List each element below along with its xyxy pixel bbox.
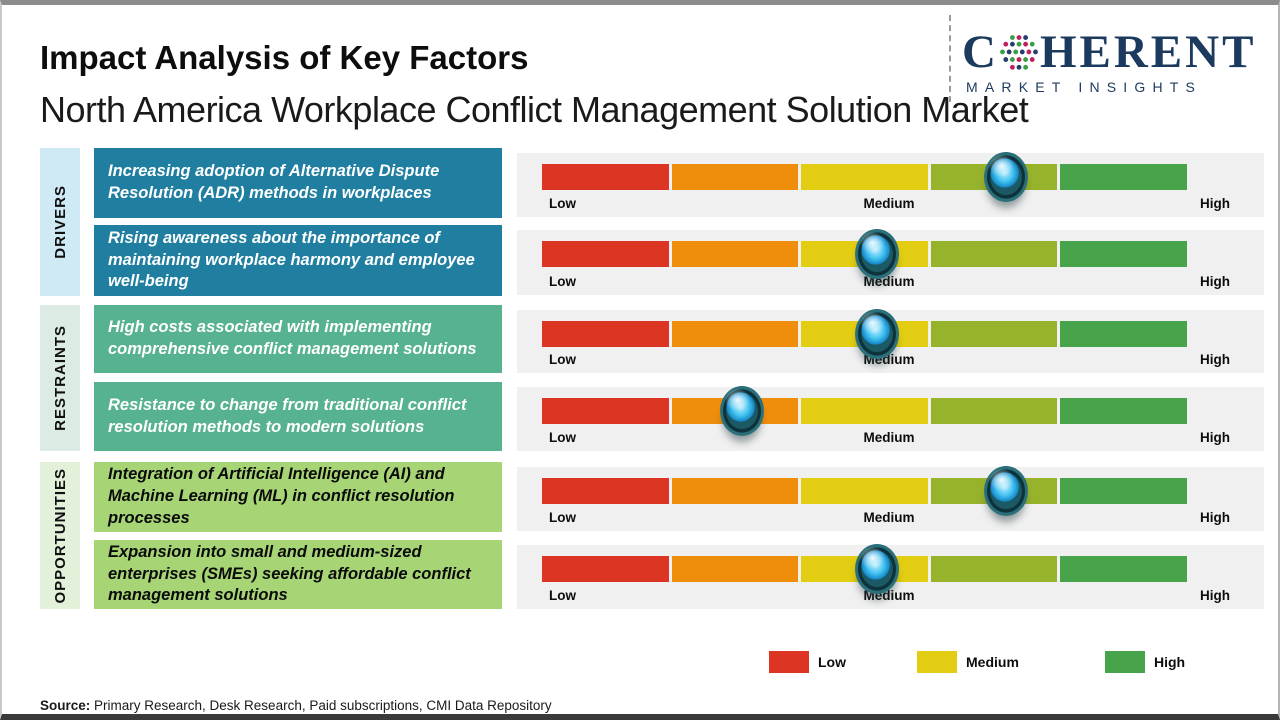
impact-marker-icon bbox=[855, 229, 900, 279]
impact-panel: Low Medium High bbox=[517, 466, 1264, 531]
segment-mid-high bbox=[930, 398, 1058, 424]
page-title: Impact Analysis of Key Factors bbox=[40, 39, 529, 76]
category-label-text: DRIVERS bbox=[51, 185, 69, 259]
scale-label-high: High bbox=[1200, 274, 1230, 289]
page-subtitle: North America Workplace Conflict Managem… bbox=[40, 89, 1029, 130]
factor-text: Integration of Artificial Intelligence (… bbox=[108, 465, 455, 527]
segment-low-mid bbox=[671, 241, 799, 267]
legend-swatch-medium bbox=[917, 651, 957, 673]
category-label-drivers: DRIVERS bbox=[40, 148, 80, 296]
legend-label-low: Low bbox=[818, 654, 846, 670]
impact-marker-icon bbox=[719, 386, 764, 436]
scale-label-high: High bbox=[1200, 430, 1230, 445]
factor-box: Increasing adoption of Alternative Dispu… bbox=[94, 148, 502, 218]
legend-item-medium: Medium bbox=[917, 651, 1019, 673]
factor-box: Expansion into small and medium-sized en… bbox=[94, 540, 502, 609]
segment-mid-high bbox=[930, 241, 1058, 267]
segment-high bbox=[1060, 398, 1187, 424]
brand-logo: C HERENT MARKET INSIGHTS bbox=[962, 29, 1262, 96]
segment-low bbox=[542, 398, 669, 424]
scale-label-medium: Medium bbox=[863, 510, 915, 525]
segment-low bbox=[542, 164, 669, 190]
legend-item-high: High bbox=[1105, 651, 1185, 673]
segment-low-mid bbox=[671, 164, 799, 190]
factor-box: Integration of Artificial Intelligence (… bbox=[94, 462, 502, 532]
impact-scale-bar bbox=[542, 544, 1187, 594]
scale-label-medium: Medium bbox=[863, 588, 915, 603]
impact-panel: Low Medium High bbox=[517, 544, 1264, 609]
segment-low-mid bbox=[671, 321, 799, 347]
factor-text: Expansion into small and medium-sized en… bbox=[108, 542, 471, 605]
scale-label-medium: Medium bbox=[863, 430, 915, 445]
segment-medium bbox=[801, 164, 928, 190]
factor-text: High costs associated with implementing … bbox=[108, 318, 477, 358]
source-line: Source: Primary Research, Desk Research,… bbox=[40, 698, 552, 713]
segment-high bbox=[1060, 164, 1187, 190]
brand-tagline: MARKET INSIGHTS bbox=[966, 79, 1203, 95]
impact-marker-icon bbox=[984, 466, 1029, 516]
brand-letters-rest: HERENT bbox=[1039, 26, 1257, 78]
scale-label-low: Low bbox=[549, 274, 576, 289]
impact-panel: Low Medium High bbox=[517, 386, 1264, 451]
legend-swatch-high bbox=[1105, 651, 1145, 673]
impact-scale-bar bbox=[542, 466, 1187, 516]
scale-label-low: Low bbox=[549, 510, 576, 525]
factor-text: Resistance to change from traditional co… bbox=[108, 395, 467, 436]
impact-marker-icon bbox=[855, 544, 900, 594]
scale-label-high: High bbox=[1200, 352, 1230, 367]
impact-marker-icon bbox=[855, 309, 900, 359]
segment-high bbox=[1060, 321, 1187, 347]
brand-wordmark: C HERENT bbox=[962, 29, 1262, 76]
legend-item-low: Low bbox=[769, 651, 846, 673]
segment-mid-high bbox=[930, 321, 1058, 347]
impact-scale-bar bbox=[542, 152, 1187, 202]
segment-low bbox=[542, 478, 669, 504]
legend-label-medium: Medium bbox=[966, 654, 1019, 670]
dotted-globe-icon bbox=[1000, 34, 1038, 70]
scale-label-medium: Medium bbox=[863, 274, 915, 289]
factor-box: High costs associated with implementing … bbox=[94, 305, 502, 373]
impact-panel: Low Medium High bbox=[517, 229, 1264, 295]
segment-low-mid bbox=[671, 478, 799, 504]
dashed-divider bbox=[949, 15, 951, 102]
segment-mid-high bbox=[930, 556, 1058, 582]
segment-low bbox=[542, 556, 669, 582]
segment-low-mid bbox=[671, 556, 799, 582]
category-label-restraints: RESTRAINTS bbox=[40, 305, 80, 451]
segment-medium bbox=[801, 398, 928, 424]
factor-text: Increasing adoption of Alternative Dispu… bbox=[108, 162, 440, 202]
segment-low bbox=[542, 241, 669, 267]
impact-scale-bar bbox=[542, 386, 1187, 436]
scale-label-low: Low bbox=[549, 352, 576, 367]
segment-medium bbox=[801, 478, 928, 504]
legend-swatch-low bbox=[769, 651, 809, 673]
scale-label-high: High bbox=[1200, 196, 1230, 211]
scale-label-low: Low bbox=[549, 196, 576, 211]
legend-label-high: High bbox=[1154, 654, 1186, 670]
impact-scale-bar bbox=[542, 229, 1187, 279]
impact-scale-bar bbox=[542, 309, 1187, 359]
segment-high bbox=[1060, 478, 1187, 504]
segment-high bbox=[1060, 556, 1187, 582]
category-label-text: RESTRAINTS bbox=[51, 325, 69, 431]
category-label-text: OPPORTUNITIES bbox=[51, 467, 69, 604]
source-label: Source: bbox=[40, 698, 91, 713]
scale-label-high: High bbox=[1200, 510, 1230, 525]
impact-panel: Low Medium High bbox=[517, 152, 1264, 217]
factor-text: Rising awareness about the importance of… bbox=[108, 228, 475, 291]
scale-label-low: Low bbox=[549, 430, 576, 445]
source-text: Primary Research, Desk Research, Paid su… bbox=[90, 698, 552, 713]
scale-label-low: Low bbox=[549, 588, 576, 603]
factor-box: Rising awareness about the importance of… bbox=[94, 225, 502, 296]
segment-low bbox=[542, 321, 669, 347]
scale-label-medium: Medium bbox=[863, 196, 915, 211]
factor-box: Resistance to change from traditional co… bbox=[94, 382, 502, 451]
impact-panel: Low Medium High bbox=[517, 309, 1264, 373]
brand-letter-c: C bbox=[962, 26, 999, 78]
category-label-opportunities: OPPORTUNITIES bbox=[40, 462, 80, 609]
impact-marker-icon bbox=[984, 152, 1029, 202]
scale-label-high: High bbox=[1200, 588, 1230, 603]
segment-high bbox=[1060, 241, 1187, 267]
